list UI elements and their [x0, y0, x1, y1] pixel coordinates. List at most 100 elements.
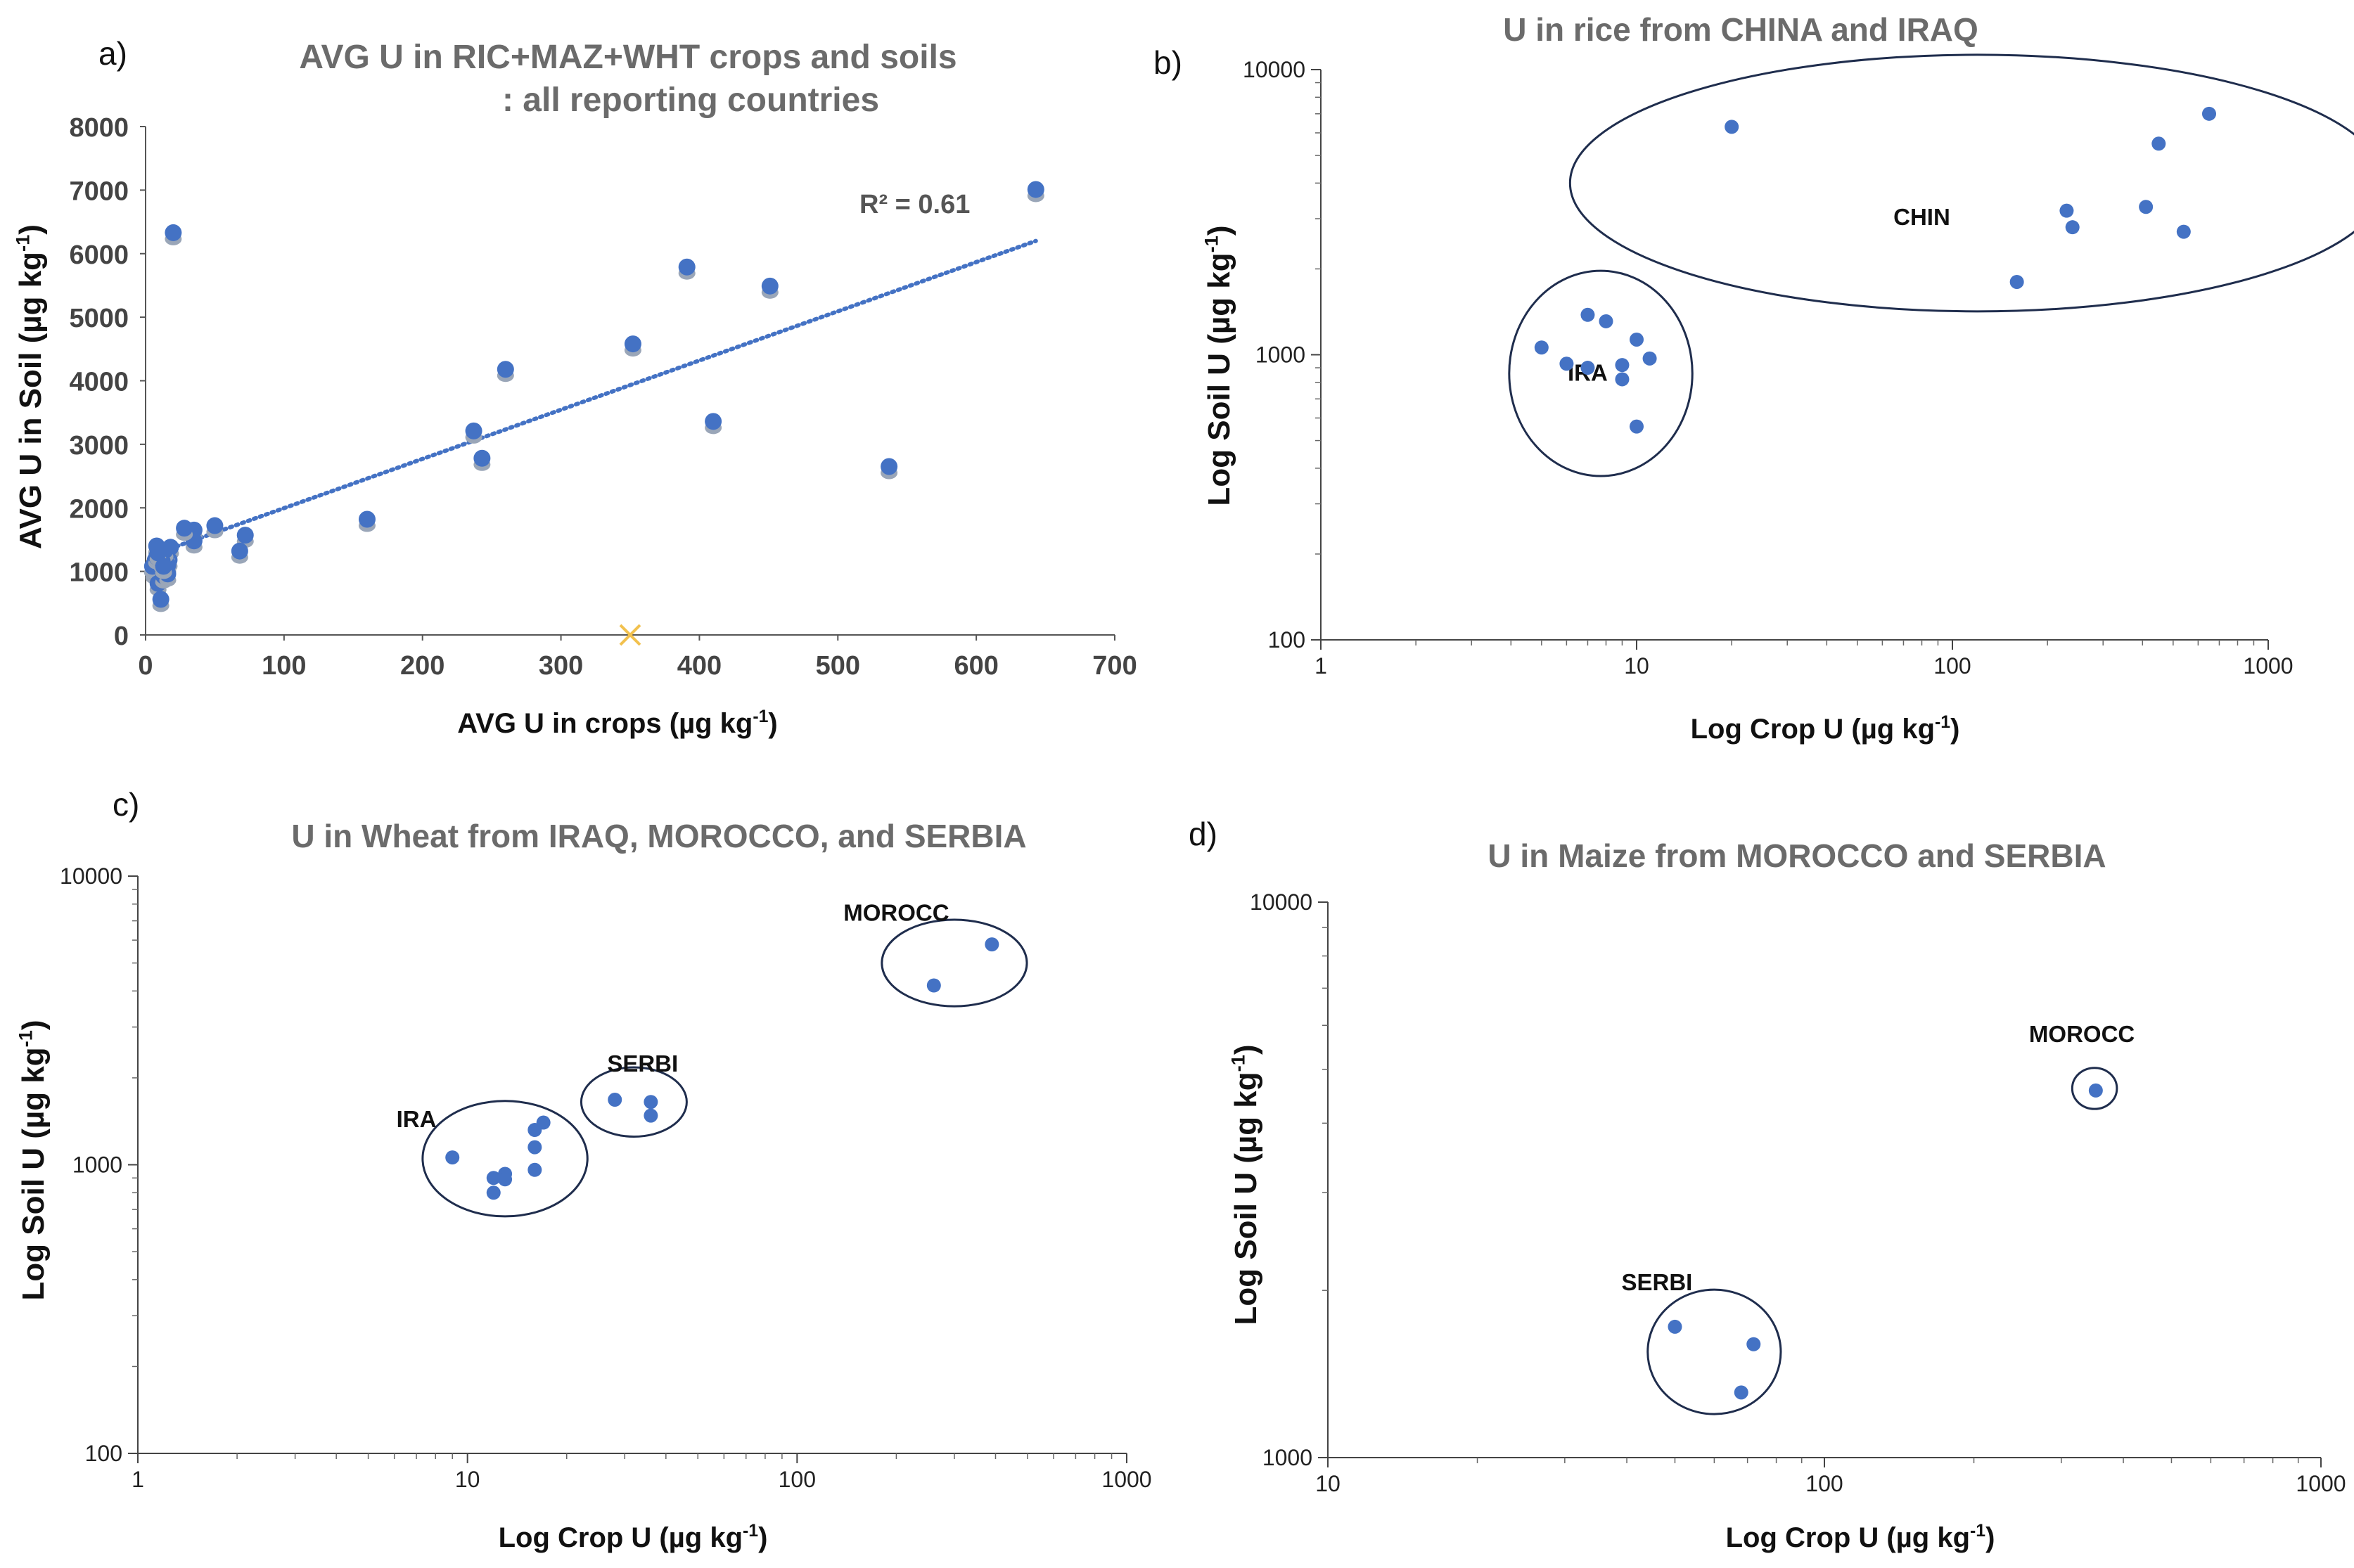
x-tick-label-c: 1000	[1101, 1467, 1151, 1492]
panel-label-c: c)	[113, 786, 139, 823]
data-point-c	[527, 1162, 542, 1177]
data-point-a	[497, 361, 514, 378]
x-axis-title-a-exponent: -1	[753, 707, 768, 726]
data-point-b	[1630, 332, 1644, 347]
panel-label-d: d)	[1189, 816, 1217, 852]
data-point-c	[486, 1171, 501, 1185]
data-point-b	[2151, 136, 2166, 151]
y-axis-title-d-exponent: -1	[1227, 1055, 1248, 1072]
y-tick-label-d: 10000	[1250, 889, 1312, 915]
x-tick-label-b: 1	[1314, 653, 1327, 679]
data-point-b	[2009, 274, 2024, 289]
y-axis-title-c: Log Soil U (µg kg-1)	[14, 1020, 51, 1300]
group-ellipse-ira	[421, 1100, 589, 1218]
data-point-a	[678, 258, 696, 276]
x-axis-title-b: Log Crop U (µg kg-1)	[1691, 713, 1960, 745]
y-axis-title-b-text: Log Soil U (µg kg	[1202, 252, 1236, 506]
data-point-b	[1630, 419, 1644, 434]
x-tick-label-c: 10	[455, 1467, 480, 1492]
x-tick-label-a: 300	[539, 651, 583, 681]
data-point-a	[155, 558, 172, 575]
y-axis-title-d-text: Log Soil U (µg kg	[1229, 1072, 1263, 1325]
data-point-a	[705, 413, 722, 430]
data-point-d	[1668, 1319, 1682, 1334]
y-axis-title-d: Log Soil U (µg kg-1)	[1227, 1044, 1263, 1325]
x-axis-title-a-suffix: )	[768, 708, 777, 739]
data-point-c	[644, 1108, 658, 1123]
x-tick-label-a: 700	[1092, 651, 1137, 681]
x-tick-label-c: 100	[779, 1467, 816, 1492]
x-axis-title-c-exponent: -1	[743, 1522, 758, 1541]
panel-b: b) U in rice from CHINA and IRAQ 1 10 100 100…	[1153, 11, 2354, 745]
data-point-b	[2139, 200, 2154, 214]
y-axis-title-c-text: Log Soil U (µg kg	[16, 1047, 51, 1300]
x-tick-label-d: 1000	[2296, 1471, 2346, 1496]
x-tick-label-d: 10	[1315, 1471, 1341, 1496]
x-tick-label-a: 400	[677, 651, 722, 681]
y-tick-label-d: 1000	[1262, 1445, 1312, 1470]
x-tick-label-a: 0	[138, 651, 153, 681]
panel-label-a: a)	[98, 35, 127, 72]
y-tick-label-a: 5000	[69, 304, 129, 333]
group-label-chin: CHIN	[1893, 204, 1950, 230]
x-axis-title-c-text: Log Crop U (µg kg	[499, 1522, 743, 1553]
trendline-a	[150, 238, 1038, 558]
data-point-a	[624, 335, 641, 353]
y-axis-title-b-exponent: -1	[1200, 236, 1222, 252]
x-axis-title-c-suffix: )	[758, 1522, 767, 1553]
y-tick-label-b: 1000	[1255, 342, 1305, 368]
y-tick-label-a: 1000	[69, 558, 129, 588]
chart-title-c: U in Wheat from IRAQ, MOROCCO, and SERBI…	[291, 818, 1026, 854]
group-ellipse-serbi	[1646, 1288, 1782, 1415]
data-point-a	[176, 520, 193, 537]
y-tick-label-a: 8000	[69, 113, 129, 143]
data-point-b	[2201, 106, 2216, 121]
chart-title-a: AVG U in RIC+MAZ+WHT crops and soils	[299, 39, 957, 76]
x-tick-label-a: 200	[400, 651, 444, 681]
data-point-c	[527, 1140, 542, 1155]
chart-subtitle-a: : all reporting countries	[502, 82, 879, 119]
x-tick-label-d: 100	[1805, 1471, 1843, 1496]
group-ellipse-morocc	[881, 918, 1028, 1008]
data-point-d	[1746, 1337, 1761, 1351]
y-tick-label-a: 4000	[69, 368, 129, 397]
y-axis-title-b-suffix: )	[1202, 225, 1236, 236]
x-axis-title-d-text: Log Crop U (µg kg	[1726, 1522, 1970, 1553]
data-point-c	[536, 1115, 551, 1130]
data-point-a	[149, 544, 167, 562]
panel-c: c) U in Wheat from IRAQ, MOROCCO, and SER…	[14, 786, 1151, 1553]
x-tick-label-a: 500	[816, 651, 860, 681]
data-point-d	[1734, 1385, 1748, 1400]
data-point-b	[1615, 358, 1630, 373]
data-point-b	[1534, 340, 1549, 355]
x-axis-title-b-suffix: )	[1950, 714, 1959, 745]
data-point-b	[1725, 120, 1739, 134]
panel-label-b: b)	[1153, 44, 1182, 81]
group-label-serbi: SERBI	[1621, 1269, 1692, 1295]
x-axis-title-d-suffix: )	[1985, 1522, 1995, 1553]
y-tick-label-c: 1000	[72, 1152, 122, 1178]
data-point-c	[486, 1185, 501, 1200]
y-tick-label-c: 10000	[60, 863, 122, 889]
y-tick-label-b: 10000	[1243, 57, 1305, 82]
x-axis-title-b-exponent: -1	[1935, 713, 1950, 732]
data-point-c	[985, 937, 999, 952]
x-tick-label-a: 600	[954, 651, 998, 681]
y-axis-title-a-exponent: -1	[11, 235, 33, 252]
data-point-b	[1559, 356, 1574, 371]
group-label-morocc: MOROCC	[843, 900, 949, 926]
data-point-a	[231, 542, 248, 560]
x-tick-label-a: 100	[262, 651, 306, 681]
y-tick-label-a: 7000	[69, 176, 129, 206]
y-tick-label-a: 6000	[69, 240, 129, 270]
data-point-d	[2088, 1083, 2103, 1098]
y-axis-title-b: Log Soil U (µg kg-1)	[1200, 225, 1236, 506]
y-tick-label-a: 2000	[69, 494, 129, 524]
data-point-b	[2065, 220, 2080, 235]
data-point-a	[165, 224, 182, 241]
data-point-c	[445, 1150, 460, 1165]
group-ellipse-ira	[1508, 269, 1694, 477]
y-tick-label-a: 3000	[69, 431, 129, 461]
